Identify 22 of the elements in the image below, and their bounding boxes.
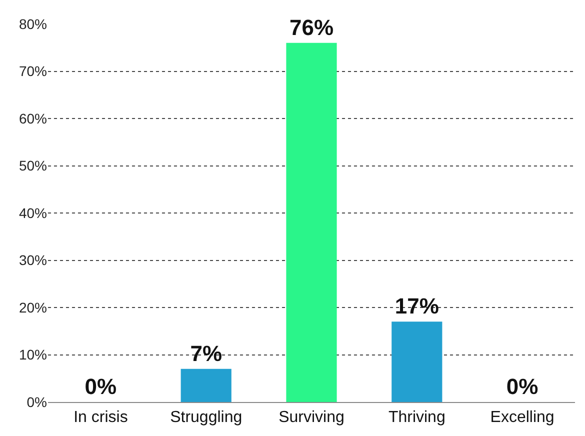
data-label: 17% bbox=[394, 294, 439, 319]
y-tick-label: 40% bbox=[18, 204, 47, 221]
bar bbox=[286, 42, 337, 402]
y-tick-label: 20% bbox=[18, 299, 47, 316]
x-tick-label: In crisis bbox=[74, 409, 128, 426]
data-label: 0% bbox=[84, 374, 117, 399]
bar bbox=[392, 322, 442, 402]
bar bbox=[180, 368, 232, 402]
x-tick-label: Excelling bbox=[490, 409, 554, 426]
y-tick-label: 0% bbox=[26, 394, 47, 410]
y-tick-label: 10% bbox=[18, 346, 47, 363]
x-tick-label: Struggling bbox=[170, 409, 242, 426]
y-tick-label: 50% bbox=[18, 158, 47, 174]
data-label: 0% bbox=[506, 374, 538, 399]
y-tick-label: 70% bbox=[18, 63, 47, 80]
y-tick-label: 30% bbox=[18, 252, 47, 268]
y-tick-label: 60% bbox=[18, 110, 47, 126]
data-label: 76% bbox=[289, 14, 334, 40]
x-tick-label: Thriving bbox=[388, 409, 446, 426]
data-label: 7% bbox=[190, 340, 222, 366]
y-tick-label: 80% bbox=[18, 16, 47, 32]
x-tick-label: Surviving bbox=[278, 409, 344, 426]
